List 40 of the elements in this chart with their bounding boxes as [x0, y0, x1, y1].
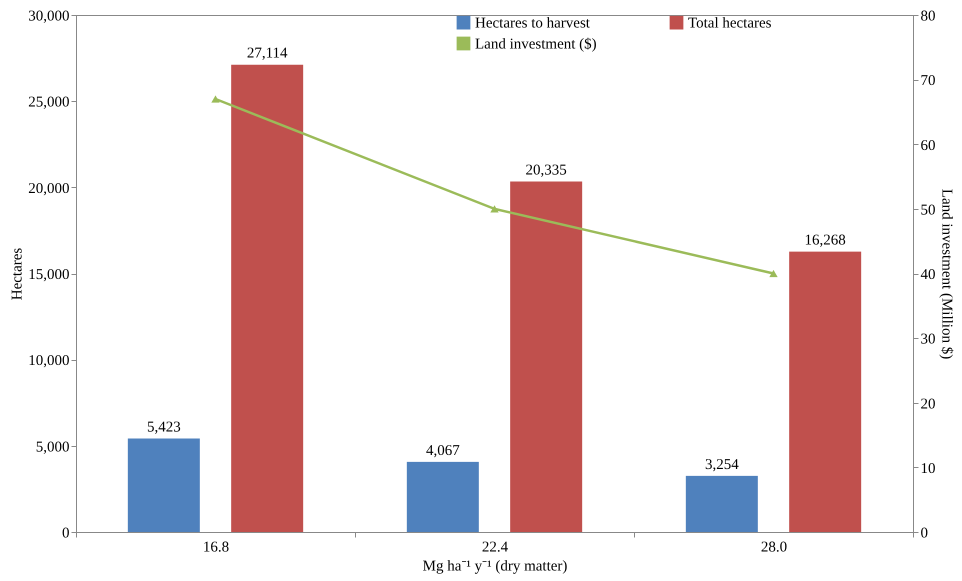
data-label: 27,114 — [246, 46, 288, 62]
bar — [231, 64, 304, 532]
y-tick-label: 10,000 — [28, 353, 70, 370]
x-axis-title: Mg ha⁻¹ y⁻¹ (dry matter) — [422, 558, 568, 574]
data-label: 3,254 — [704, 456, 740, 473]
y2-tick-label: 50 — [920, 202, 936, 218]
data-label: 5,423 — [146, 420, 181, 436]
y2-tick-label: 20 — [920, 396, 936, 412]
x-tick-label: 16.8 — [202, 540, 230, 556]
y2-tick-label: 30 — [920, 332, 936, 348]
y2-tick-label: 10 — [920, 460, 936, 477]
y2-tick-label: 80 — [920, 8, 936, 24]
y2-axis-title: Land investment (Million $) — [938, 188, 954, 360]
y2-tick-label: 0 — [920, 526, 928, 542]
y-tick-label: 0 — [62, 526, 70, 542]
point — [211, 95, 220, 103]
y2-tick-label: 60 — [920, 138, 936, 154]
y-tick-label: 25,000 — [28, 94, 70, 111]
y-tick-label: 15,000 — [28, 267, 70, 283]
bar — [128, 438, 200, 532]
x-tick-label: 22.4 — [482, 540, 509, 556]
bar — [686, 476, 758, 532]
legend-label: Land investment ($) — [475, 36, 597, 52]
data-label: 4,067 — [426, 442, 460, 459]
data-label: 16,268 — [804, 232, 846, 249]
point — [769, 270, 778, 278]
bar — [510, 182, 582, 532]
bar — [789, 252, 862, 532]
y-tick-label: 20,000 — [28, 180, 70, 197]
bar — [406, 462, 479, 532]
y2-tick-label: 70 — [920, 73, 936, 90]
y-axis-title: Hectares — [9, 248, 26, 300]
x-tick-label: 28.0 — [760, 540, 788, 556]
y2-tick-label: 40 — [920, 267, 936, 283]
point — [490, 205, 499, 212]
y-tick-label: 30,000 — [28, 8, 70, 24]
legend-label: Total hectares — [688, 16, 772, 32]
legend-label: Hectares to harvest — [475, 16, 591, 32]
y-tick-label: 5,000 — [36, 439, 70, 456]
data-label: 20,335 — [526, 162, 567, 179]
